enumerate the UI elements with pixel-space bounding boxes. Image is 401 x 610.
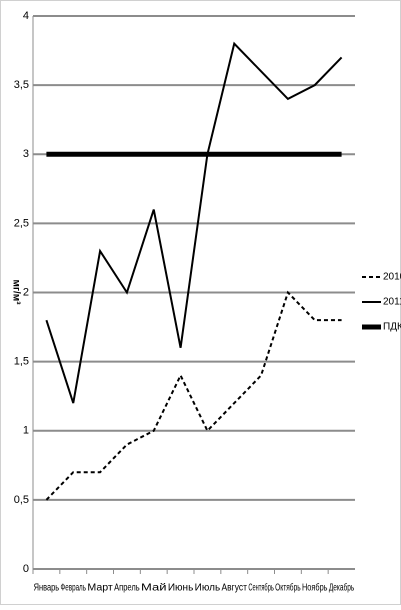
x-tick-label: Ноябрь [302,582,327,594]
y-tick-label: 0,5 [14,494,29,506]
y-axis-label: мг/м³ [10,279,21,305]
series-line [45,41,343,404]
legend-label: ПДК [383,322,401,333]
x-tick-label: Июнь [168,583,193,594]
y-tick-label: 0 [23,563,29,575]
y-tick-label: 1 [23,425,29,437]
x-tick-label: Май [141,583,166,594]
x-tick-label: Январь [34,583,59,594]
x-tick-label: Октябрь [275,582,300,594]
x-tick-label: Июль [195,583,220,594]
x-tick-label: Апрель [114,583,139,594]
y-tick-label: 2,5 [14,217,29,229]
x-tick-label: Февраль [61,583,86,594]
y-tick-label: 1,5 [14,356,29,368]
y-tick-label: 3 [23,148,29,160]
legend-label: 2011 [383,297,401,308]
x-tick-label: Август [222,583,248,594]
x-tick-label: Декабрь [329,582,354,594]
x-tick-label: Март [87,583,113,594]
y-tick-label: 3,5 [14,79,29,91]
series-line [45,290,342,501]
y-tick-label: 4 [23,10,29,22]
legend-label: 2010 [383,272,401,283]
y-tick-label: 2 [23,286,29,298]
x-tick-label: Сентябрь [248,582,273,594]
